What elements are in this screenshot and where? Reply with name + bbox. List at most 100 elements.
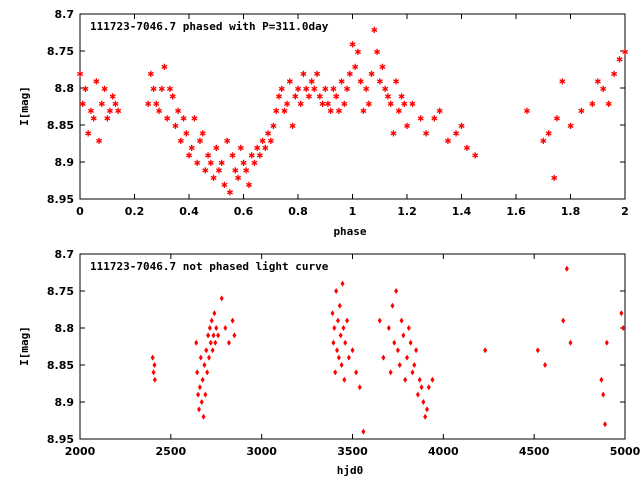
data-point: ✱ [319,97,326,110]
data-point: ✱ [292,89,299,102]
data-point [415,391,420,398]
chart-title: 111723-7046.7 phased with P=311.0day [90,20,329,33]
data-point: ✱ [210,171,217,184]
data-point: ✱ [98,97,105,110]
data-point [332,325,337,331]
data-point: ✱ [221,178,228,191]
data-point: ✱ [472,149,479,162]
x-tick-label: 1.2 [397,205,417,218]
data-point [543,362,548,368]
x-tick-label: 1.4 [452,205,472,218]
data-point: ✱ [273,104,280,117]
x-tick-label: 3000 [246,445,277,458]
data-point: ✱ [600,82,607,95]
data-point: ✱ [167,82,174,95]
data-point: ✱ [398,89,405,102]
data-point: ✱ [379,60,386,73]
data-point: ✱ [96,134,103,147]
data-point [213,339,218,346]
x-tick-label: 2000 [65,445,96,458]
data-point [406,325,411,331]
data-point [206,332,211,339]
data-point [561,317,566,324]
data-point: ✱ [374,45,381,58]
data-point: ✱ [259,134,266,147]
x-tick-label: 0.2 [125,205,145,218]
y-tick-label: 8.95 [47,433,74,446]
data-point: ✱ [186,149,193,162]
data-point: ✱ [458,119,465,132]
x-axis-title: hjd0 [337,464,364,477]
data-point [390,302,395,309]
data-point: ✱ [262,141,269,154]
data-point: ✱ [188,141,195,154]
data-point: ✱ [289,119,296,132]
data-point [208,339,213,346]
data-point: ✱ [409,97,416,110]
data-point [395,347,400,354]
data-point [343,339,348,346]
phased-light-curve-panel: 111723-7046.7 phased with P=311.0day pha… [18,8,629,238]
data-point [335,347,340,354]
data-point: ✱ [150,82,157,95]
data-point [381,354,386,361]
data-point [345,317,350,324]
data-point [401,332,406,339]
data-point [341,325,346,331]
data-point: ✱ [216,163,223,176]
data-point [601,391,606,398]
data-point [230,317,235,324]
data-point [483,347,488,354]
data-point [198,354,203,361]
data-point [564,265,569,272]
data-point [408,339,413,346]
data-point: ✱ [281,104,288,117]
data-point [204,347,209,354]
y-tick-label: 8.85 [47,359,74,372]
data-point: ✱ [284,97,291,110]
data-point [361,428,366,435]
data-point: ✱ [158,82,165,95]
data-point: ✱ [224,134,231,147]
data-point: ✱ [382,82,389,95]
data-point: ✱ [352,60,359,73]
data-point: ✱ [240,156,247,169]
data-point [535,347,540,354]
data-point [568,339,573,346]
data-point: ✱ [333,89,340,102]
data-point: ✱ [404,119,411,132]
data-point: ✱ [164,112,171,125]
data-point: ✱ [227,186,234,199]
x-tick-label: 2 [621,205,629,218]
data-point: ✱ [156,104,163,117]
data-point [333,369,338,376]
data-points [150,265,626,435]
data-point [201,413,206,420]
data-point [350,347,355,354]
data-point: ✱ [540,134,547,147]
data-point: ✱ [366,97,373,110]
data-point: ✱ [311,82,318,95]
data-point: ✱ [316,89,323,102]
data-point: ✱ [371,23,378,36]
data-point: ✱ [237,141,244,154]
data-point: ✱ [88,104,95,117]
data-point: ✱ [622,45,629,58]
x-tick-label: 1.6 [506,205,526,218]
data-point [426,384,431,391]
data-point [599,376,604,383]
data-point [337,302,342,309]
data-point: ✱ [308,75,315,88]
data-point: ✱ [338,75,345,88]
data-point: ✱ [551,171,558,184]
chart-title: 111723-7046.7 not phased light curve [90,260,329,273]
x-tick-label: 3500 [337,445,368,458]
data-point [423,413,428,420]
data-point [336,354,341,361]
data-point: ✱ [115,104,122,117]
data-point [209,317,214,324]
data-point: ✱ [194,156,201,169]
data-point: ✱ [344,82,351,95]
data-point [210,347,215,354]
data-point [196,406,201,413]
